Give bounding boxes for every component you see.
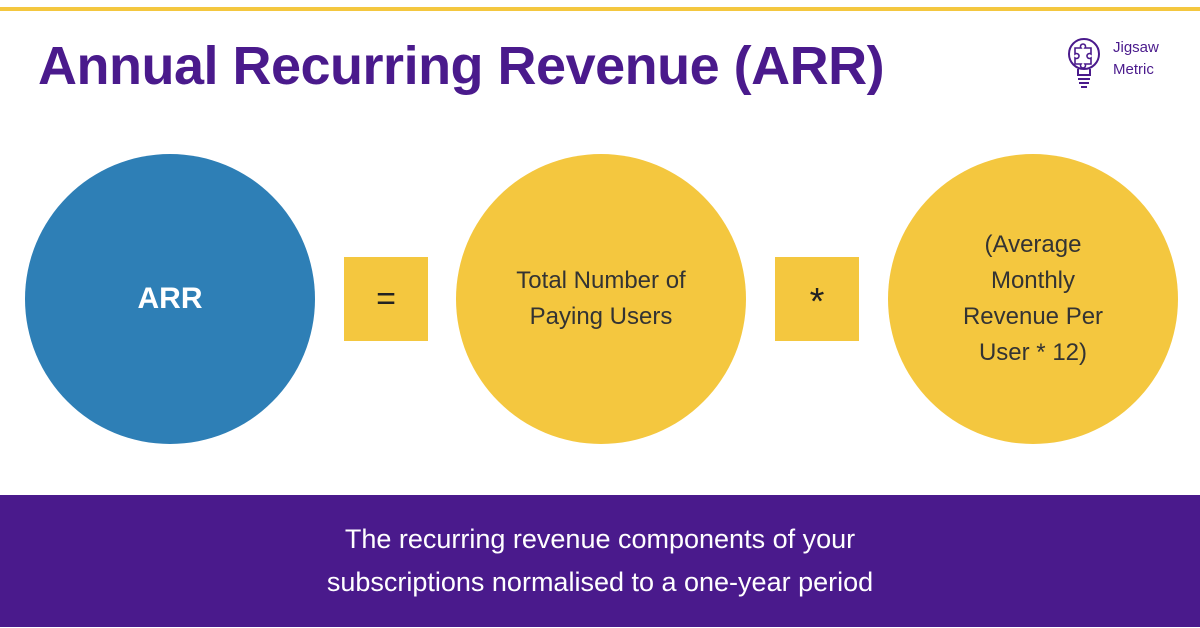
arr-label: ARR: [137, 282, 203, 315]
arpu-line2: Monthly: [990, 267, 1076, 294]
paying-users-circle: Total Number of Paying Users: [456, 154, 746, 444]
page-title: Annual Recurring Revenue (ARR): [38, 36, 885, 96]
footer-description: The recurring revenue components of your…: [327, 518, 873, 604]
arpu-line1: (Average: [984, 231, 1082, 258]
paying-users-line1: Total Number of: [516, 267, 686, 294]
equals-operator: =: [344, 257, 428, 341]
puzzle-lightbulb-icon: [1068, 38, 1100, 88]
top-accent-rule: [0, 7, 1200, 11]
paying-users-line2: Paying Users: [529, 303, 673, 330]
brand-name-line2: Metric: [1113, 61, 1154, 78]
brand-name-line1: Jigsaw: [1113, 39, 1159, 56]
arpu-circle: (Average Monthly Revenue Per User * 12): [888, 154, 1178, 444]
arpu-line4: User * 12): [978, 339, 1088, 366]
arpu-line3: Revenue Per: [962, 303, 1104, 330]
arr-result-circle: ARR: [25, 154, 315, 444]
brand-name: Jigsaw Metric: [1113, 37, 1159, 81]
footer-band: The recurring revenue components of your…: [0, 495, 1200, 627]
footer-line2: subscriptions normalised to a one-year p…: [326, 567, 874, 597]
brand-logo: Jigsaw Metric: [1066, 34, 1176, 94]
multiply-operator: *: [775, 257, 859, 341]
footer-line1: The recurring revenue components of your: [344, 524, 856, 554]
